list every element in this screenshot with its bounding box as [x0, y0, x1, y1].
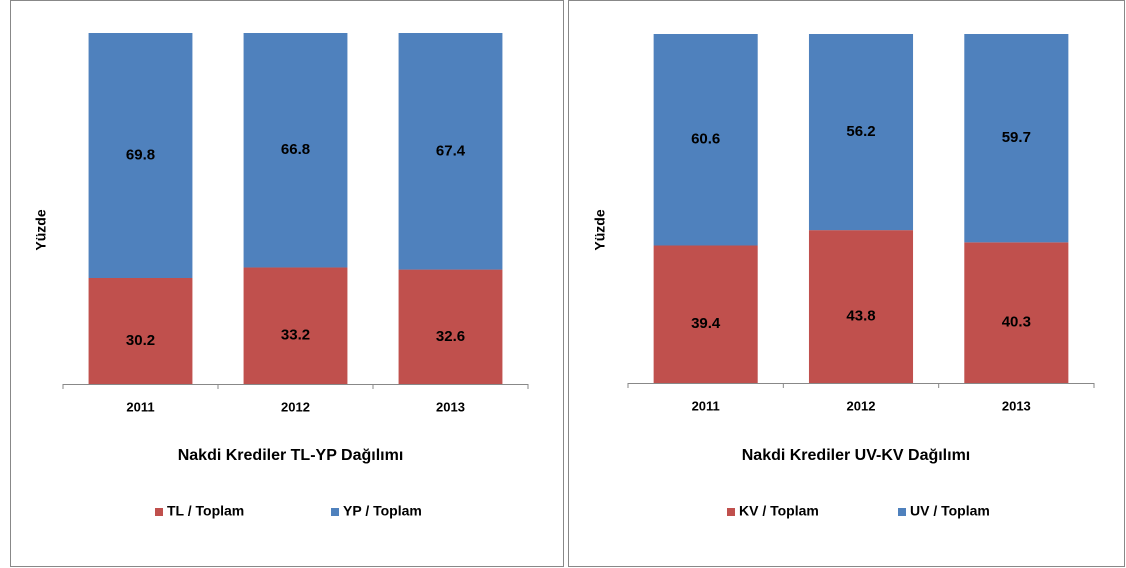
legend-label: TL / Toplam [167, 503, 244, 519]
bar-segment [964, 242, 1069, 383]
legend-label: YP / Toplam [343, 503, 422, 519]
y-axis-label: Yüzde [592, 209, 608, 250]
bar-segment [88, 33, 193, 278]
data-label: 66.8 [281, 141, 310, 158]
data-label: 60.6 [691, 131, 720, 148]
legend-swatch [898, 508, 906, 516]
data-label: 32.6 [436, 328, 465, 345]
data-label: 40.3 [1002, 314, 1031, 331]
x-tick-label: 2012 [847, 398, 876, 413]
data-label: 67.4 [436, 142, 466, 159]
x-tick-label: 2011 [126, 399, 154, 414]
x-tick-label: 2012 [281, 399, 310, 414]
data-label: 30.2 [126, 332, 155, 349]
x-tick-label: 2011 [692, 398, 720, 413]
x-tick-label: 2013 [436, 399, 465, 414]
x-tick-label: 2013 [1002, 398, 1031, 413]
legend-swatch [155, 508, 163, 516]
bar-segment [398, 269, 503, 384]
bar-segment [243, 267, 348, 384]
data-label: 59.7 [1002, 129, 1031, 146]
data-label: 33.2 [281, 327, 310, 344]
chart-title: Nakdi Krediler UV-KV Dağılımı [742, 447, 971, 464]
legend-label: KV / Toplam [739, 503, 819, 519]
chart-title: Nakdi Krediler TL-YP Dağılımı [178, 447, 404, 464]
data-label: 39.4 [691, 315, 721, 332]
bar-segment [653, 34, 758, 246]
legend-swatch [331, 508, 339, 516]
y-axis-label: Yüzde [33, 209, 49, 250]
data-label: 56.2 [846, 123, 875, 140]
bar-segment [243, 33, 348, 268]
data-label: 43.8 [846, 308, 875, 325]
legend-swatch [727, 508, 735, 516]
legend-label: UV / Toplam [910, 503, 990, 519]
data-label: 69.8 [126, 146, 155, 163]
bar-segment [964, 34, 1069, 243]
bar-segment [808, 230, 914, 383]
bar-segment [88, 277, 193, 384]
bar-segment [398, 33, 503, 270]
bar-segment [653, 245, 758, 383]
bar-segment [808, 34, 914, 231]
